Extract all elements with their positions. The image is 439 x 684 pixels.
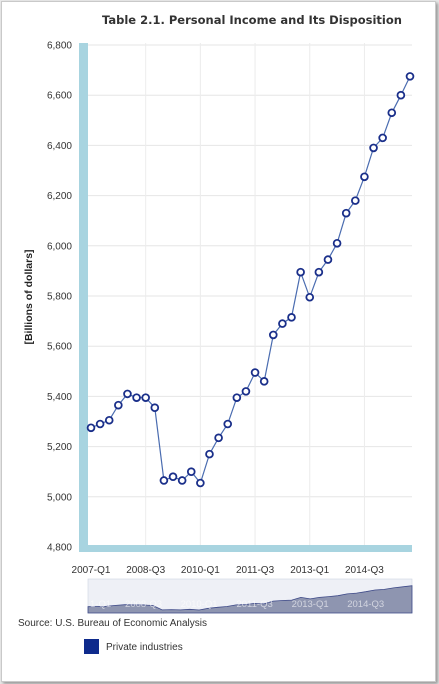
navigator-label: 2014-Q3 [347, 599, 384, 610]
x-tick-label: 2013-Q1 [290, 565, 329, 576]
data-point [296, 267, 305, 277]
data-point [268, 330, 278, 340]
y-tick-label: 6,800 [47, 41, 72, 52]
y-axis-bar [79, 43, 88, 551]
x-tick-label: 2008-Q3 [126, 565, 165, 576]
data-point [223, 419, 233, 429]
navigator-label: 2011-Q3 [236, 599, 272, 610]
data-point [214, 433, 223, 443]
data-point [378, 133, 387, 143]
legend-label[interactable]: Private industries [106, 642, 183, 653]
data-point [387, 108, 397, 118]
data-point [360, 172, 369, 182]
data-point [196, 478, 205, 488]
y-tick-label: 5,600 [47, 342, 72, 353]
y-tick-label: 6,600 [47, 91, 72, 102]
data-point [150, 403, 160, 412]
y-tick-label: 5,000 [47, 492, 72, 503]
chart: Table 2.1. Personal Income and Its Dispo… [18, 13, 415, 654]
x-tick-label: 2011-Q3 [236, 565, 275, 576]
legend-swatch [84, 639, 99, 654]
y-tick-label: 6,000 [47, 241, 72, 252]
data-point [369, 143, 378, 153]
navigator-labels: 1-Q1 2008-Q3 2010-Q1 2011-Q3 2013-Q1 2014-Q3 [90, 599, 384, 610]
data-points [86, 72, 415, 488]
data-point [351, 196, 360, 205]
data-point [86, 423, 96, 433]
navigator-label: 2010-Q1 [181, 599, 218, 610]
data-point [396, 90, 406, 100]
y-tick-label: 5,400 [47, 392, 72, 403]
navigator-label: 2013-Q1 [292, 599, 329, 610]
y-tick-label: 6,200 [47, 191, 72, 202]
x-tick-labels: 2007-Q1 2008-Q3 2010-Q1 2011-Q3 2013-Q1 2014-… [72, 565, 385, 576]
data-point [232, 393, 242, 402]
data-point [141, 393, 150, 402]
data-point [168, 472, 178, 482]
chart-title: Table 2.1. Personal Income and Its Dispo… [102, 13, 402, 27]
data-point [405, 72, 415, 81]
y-tick-label: 5,200 [47, 442, 72, 453]
y-tick-label: 5,800 [47, 292, 72, 303]
data-point [95, 419, 105, 429]
data-point [159, 476, 169, 485]
data-point [314, 267, 324, 277]
x-gridlines [145, 43, 365, 545]
legend[interactable]: Private industries [84, 639, 183, 654]
navigator-area [87, 585, 413, 614]
navigator-label: 1-Q1 [90, 599, 111, 610]
data-point [123, 389, 132, 399]
y-tick-label: 6,400 [47, 141, 72, 152]
data-point [104, 415, 114, 425]
series-line-private-industries [90, 76, 411, 485]
data-point [305, 292, 315, 302]
data-point [287, 313, 296, 322]
data-point [278, 319, 287, 328]
data-point [259, 377, 269, 386]
x-tick-label: 2010-Q1 [181, 565, 220, 576]
data-point [341, 208, 351, 218]
data-point [323, 255, 333, 264]
navigator[interactable]: 1-Q1 2008-Q3 2010-Q1 2011-Q3 2013-Q1 2014-Q3 [87, 578, 413, 614]
data-point [114, 400, 123, 410]
data-point [177, 476, 187, 485]
data-point [205, 449, 214, 459]
y-tick-label: 4,800 [47, 543, 72, 554]
data-point [332, 238, 342, 248]
x-axis-bar [79, 545, 412, 552]
source-note: Source: U.S. Bureau of Economic Analysis [18, 618, 207, 629]
data-point [250, 368, 260, 377]
navigator-label: 2008-Q3 [125, 599, 162, 610]
data-point [241, 387, 251, 396]
data-point [132, 393, 141, 402]
x-tick-label: 2014-Q3 [345, 565, 384, 576]
x-tick-label: 2007-Q1 [72, 565, 111, 576]
y-axis-label: [Billions of dollars] [23, 249, 35, 344]
y-tick-labels: 4,800 5,000 5,200 5,400 5,600 5,800 6,000 6,200… [47, 41, 72, 554]
data-point [186, 467, 196, 477]
y-gridlines [88, 44, 412, 498]
